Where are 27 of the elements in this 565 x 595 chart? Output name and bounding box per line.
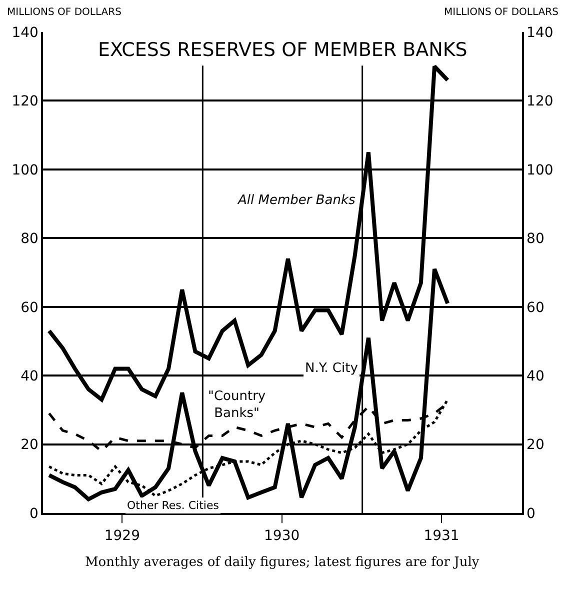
x-tick-label: 1931: [424, 528, 460, 544]
x-tick-label: 1930: [264, 528, 300, 544]
y-tick-label: 100: [12, 162, 38, 178]
y2-tick-label: 100: [526, 162, 554, 178]
series-label: Other Res. Cities: [127, 499, 220, 512]
text: Monthly averages of daily figures; latest figures are for July: [85, 555, 480, 570]
series-label: All Member Banks: [237, 193, 356, 208]
y2-tick-label: 60: [526, 300, 544, 316]
y2-tick-label: 20: [526, 437, 544, 454]
x-tick-label: 1929: [104, 528, 140, 544]
y2-tick-label: 80: [526, 231, 544, 248]
y2-axis-title: MILLIONS OF DOLLARS: [444, 7, 558, 18]
y2-tick-label: 0: [526, 506, 536, 522]
y2-tick-label: 120: [526, 94, 554, 110]
y-tick-label: 80: [20, 231, 38, 248]
y-axis-title: MILLIONS OF DOLLARS: [7, 7, 122, 18]
series-label: "Country Banks": [208, 389, 266, 421]
y-tick-label: 0: [30, 506, 38, 522]
y-tick-label: 140: [12, 24, 38, 41]
y-tick-label: 40: [20, 368, 38, 384]
y-tick-label: 60: [20, 300, 38, 316]
y-tick-label: 120: [12, 94, 38, 110]
y2-tick-label: 40: [526, 368, 544, 384]
chart-title: EXCESS RESERVES OF MEMBER BANKS: [98, 39, 468, 61]
y-tick-label: 20: [20, 437, 38, 454]
series-label: N.Y. City: [305, 361, 358, 376]
y2-tick-label: 140: [526, 24, 554, 41]
